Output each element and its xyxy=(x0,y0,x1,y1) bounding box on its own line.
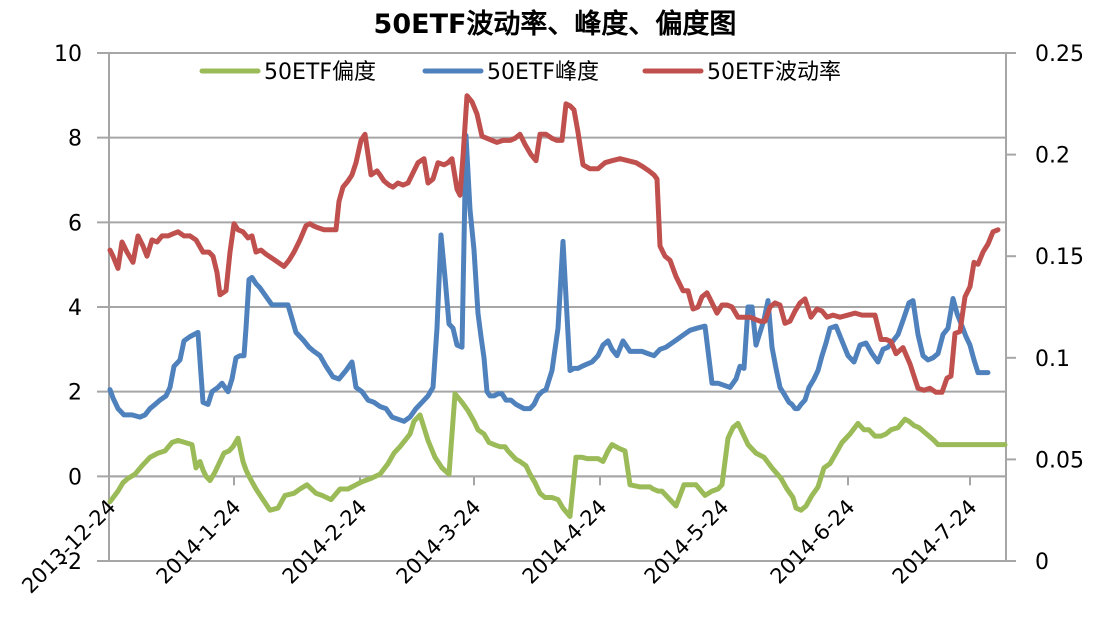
y-tick-label: 8 xyxy=(68,127,82,152)
x-tick-label: 2014-3-24 xyxy=(392,495,486,589)
y-tick-label: 10 xyxy=(54,42,82,67)
y-axis-right-ticks: 0 0.05 0.1 0.15 0.2 0.25 xyxy=(1006,42,1084,575)
y-tick-label: 6 xyxy=(68,211,82,236)
x-tick-label: 2013-12-24 xyxy=(17,495,120,598)
legend: 50ETF偏度 50ETF峰度 50ETF波动率 xyxy=(199,60,841,85)
legend-label: 50ETF峰度 xyxy=(487,60,599,85)
y2-tick-label: 0.25 xyxy=(1035,42,1084,67)
legend-volatility: 50ETF波动率 xyxy=(642,60,841,85)
series-lines xyxy=(107,93,1008,519)
y-tick-label: 2 xyxy=(68,381,82,406)
kurtosis-line xyxy=(107,133,991,424)
y2-tick-label: 0.2 xyxy=(1035,144,1070,169)
y2-tick-label: 0.1 xyxy=(1035,347,1070,372)
y2-tick-label: 0.05 xyxy=(1035,448,1084,473)
skewness-line xyxy=(107,391,1008,519)
legend-kurtosis: 50ETF峰度 xyxy=(422,60,599,85)
chart-title: 50ETF波动率、峰度、偏度图 xyxy=(374,8,737,40)
y-tick-label: -2 xyxy=(60,550,82,575)
y2-tick-label: 0 xyxy=(1035,550,1049,575)
y-axis-left-ticks: -2 0 2 4 6 8 10 xyxy=(54,42,82,575)
x-tick-label: 2014-1-24 xyxy=(152,495,246,589)
legend-label: 50ETF偏度 xyxy=(264,60,376,85)
y-tick-label: 4 xyxy=(68,296,82,321)
x-axis-ticks: 2013-12-24 2014-1-24 2014-2-24 2014-3-24 201… xyxy=(17,476,982,598)
legend-skewness: 50ETF偏度 xyxy=(199,60,376,85)
y-tick-label: 0 xyxy=(68,465,82,490)
x-tick-label: 2014-5-24 xyxy=(640,495,734,589)
y2-tick-label: 0.15 xyxy=(1035,245,1084,270)
x-tick-label: 2014-2-24 xyxy=(278,495,372,589)
legend-label: 50ETF波动率 xyxy=(707,60,841,85)
x-tick-label: 2014-7-24 xyxy=(888,495,982,589)
volatility-line xyxy=(107,93,1001,395)
x-tick-label: 2014-6-24 xyxy=(766,495,860,589)
